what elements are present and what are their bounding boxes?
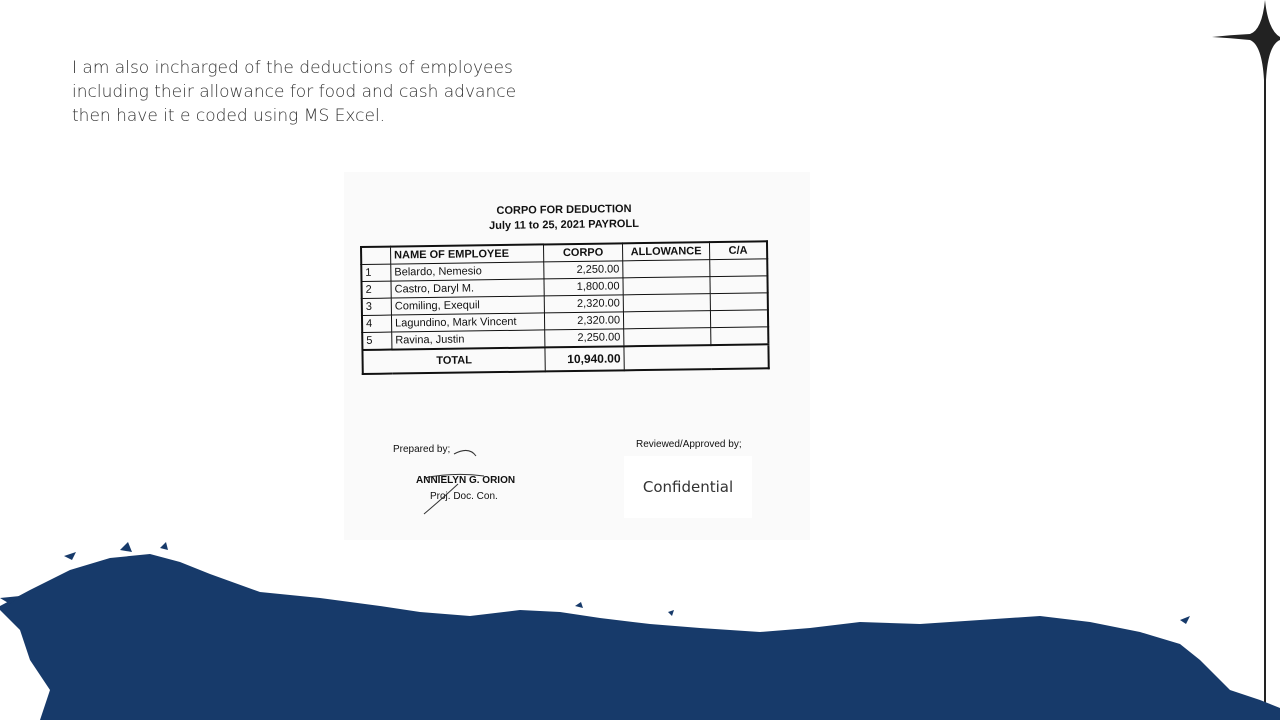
deduction-table: NAME OF EMPLOYEE CORPO ALLOWANCE C/A 1 Be… [360, 240, 770, 375]
star-icon [1212, 0, 1280, 80]
intro-line: I am also incharged of the deductions of… [72, 58, 513, 78]
row-corpo: 2,250.00 [544, 328, 624, 348]
row-name: Ravina, Justin [391, 329, 545, 350]
intro-line: including their allowance for food and c… [72, 82, 517, 102]
header-name: NAME OF EMPLOYEE [390, 244, 544, 265]
intro-line: then have it e coded using MS Excel. [72, 106, 386, 126]
row-no: 3 [361, 298, 392, 316]
prepared-by-label: Prepared by; [393, 444, 451, 455]
row-corpo: 2,250.00 [543, 260, 623, 279]
brush-splash [0, 542, 1280, 720]
confidential-label: Confidential [624, 456, 752, 518]
row-no: 1 [361, 264, 391, 282]
row-corpo: 1,800.00 [543, 277, 624, 296]
header-corpo: CORPO [543, 243, 623, 262]
preparer-name: ANNIELYN G. ORION [416, 475, 516, 486]
document-subtitle: July 11 to 25, 2021 PAYROLL [489, 217, 639, 233]
signature [423, 450, 485, 515]
row-name: Lagundino, Mark Vincent [391, 312, 545, 333]
row-name: Belardo, Nemesio [390, 261, 544, 282]
header-ca: C/A [709, 241, 768, 260]
row-no: 2 [361, 281, 392, 299]
row-no: 4 [361, 315, 392, 333]
total-label: TOTAL [362, 347, 546, 374]
row-name: Castro, Daryl M. [390, 278, 545, 299]
decorative-line [1264, 40, 1266, 720]
preparer-title: Proj. Doc. Con. [430, 491, 498, 502]
row-no: 5 [362, 332, 392, 350]
row-name: Comiling, Exequil [391, 295, 545, 316]
reviewed-by-label: Reviewed/Approved by; [636, 439, 742, 450]
row-corpo: 2,320.00 [544, 311, 624, 330]
header-allowance: ALLOWANCE [622, 242, 710, 261]
scanned-document: CORPO FOR DEDUCTION July 11 to 25, 2021 … [344, 172, 810, 540]
row-corpo: 2,320.00 [544, 294, 624, 313]
total-row: TOTAL 10,940.00 [362, 344, 769, 374]
total-value: 10,940.00 [544, 346, 625, 372]
intro-text: I am also incharged of the deductions of… [72, 56, 572, 128]
